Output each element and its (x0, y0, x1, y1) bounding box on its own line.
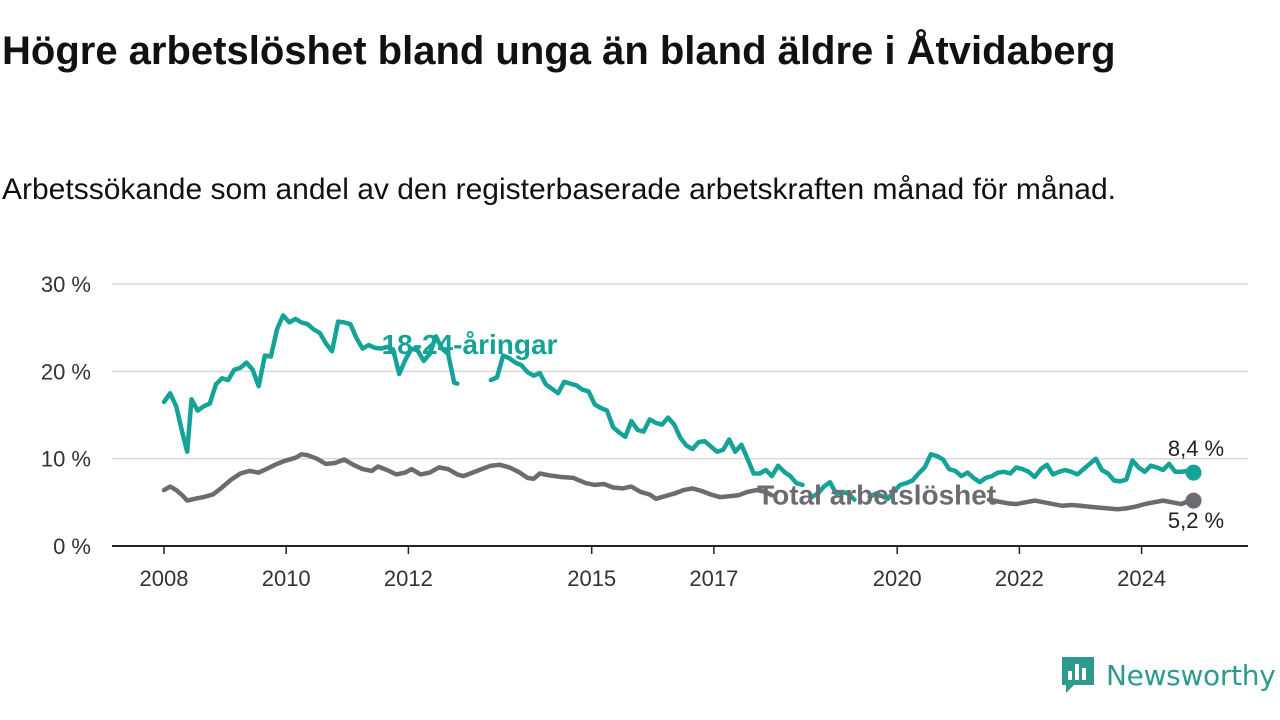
total-series-label: Total arbetslöshet (757, 479, 996, 510)
series-lines (161, 313, 1202, 512)
youth-series-line (161, 313, 460, 454)
x-tick-label: 2020 (873, 566, 922, 591)
chart-subtitle: Arbetssökande som andel av den registerb… (2, 173, 1116, 206)
x-tick-label: 2024 (1117, 566, 1166, 591)
axes (112, 545, 1248, 554)
brand-name: Newsworthy (1106, 658, 1276, 692)
newsworthy-logo-icon (1062, 657, 1094, 693)
youth-series-line (488, 353, 805, 488)
chart-title: Högre arbetslöshet bland unga än bland ä… (2, 29, 1116, 73)
total-series-line (161, 452, 775, 503)
x-tick-label: 2015 (567, 566, 616, 591)
y-tick-label: 30 % (41, 272, 91, 297)
x-tick-label: 2012 (384, 566, 433, 591)
youth-series-line (809, 479, 857, 502)
youth-series-label: 18-24-åringar (382, 329, 558, 360)
chart-labels: 0 % 10 % 20 % 30 % 2008 2010 2012 2015 2017 2020 2… (41, 272, 1224, 591)
gridlines (112, 283, 1248, 460)
y-tick-label: 20 % (41, 359, 91, 384)
y-tick-label: 10 % (41, 447, 91, 472)
youth-end-point (1185, 464, 1202, 481)
brand: Newsworthy (1060, 654, 1276, 696)
y-tick-label: 0 % (53, 534, 91, 559)
youth-series-line (867, 452, 1196, 502)
x-tick-label: 2008 (140, 566, 189, 591)
total-end-point (1185, 492, 1202, 509)
x-tick-label: 2017 (689, 566, 738, 591)
x-tick-label: 2010 (262, 566, 311, 591)
youth-end-label: 8,4 % (1168, 436, 1224, 461)
total-series-line (986, 497, 1196, 512)
total-end-label: 5,2 % (1168, 508, 1224, 533)
x-tick-label: 2022 (995, 566, 1044, 591)
